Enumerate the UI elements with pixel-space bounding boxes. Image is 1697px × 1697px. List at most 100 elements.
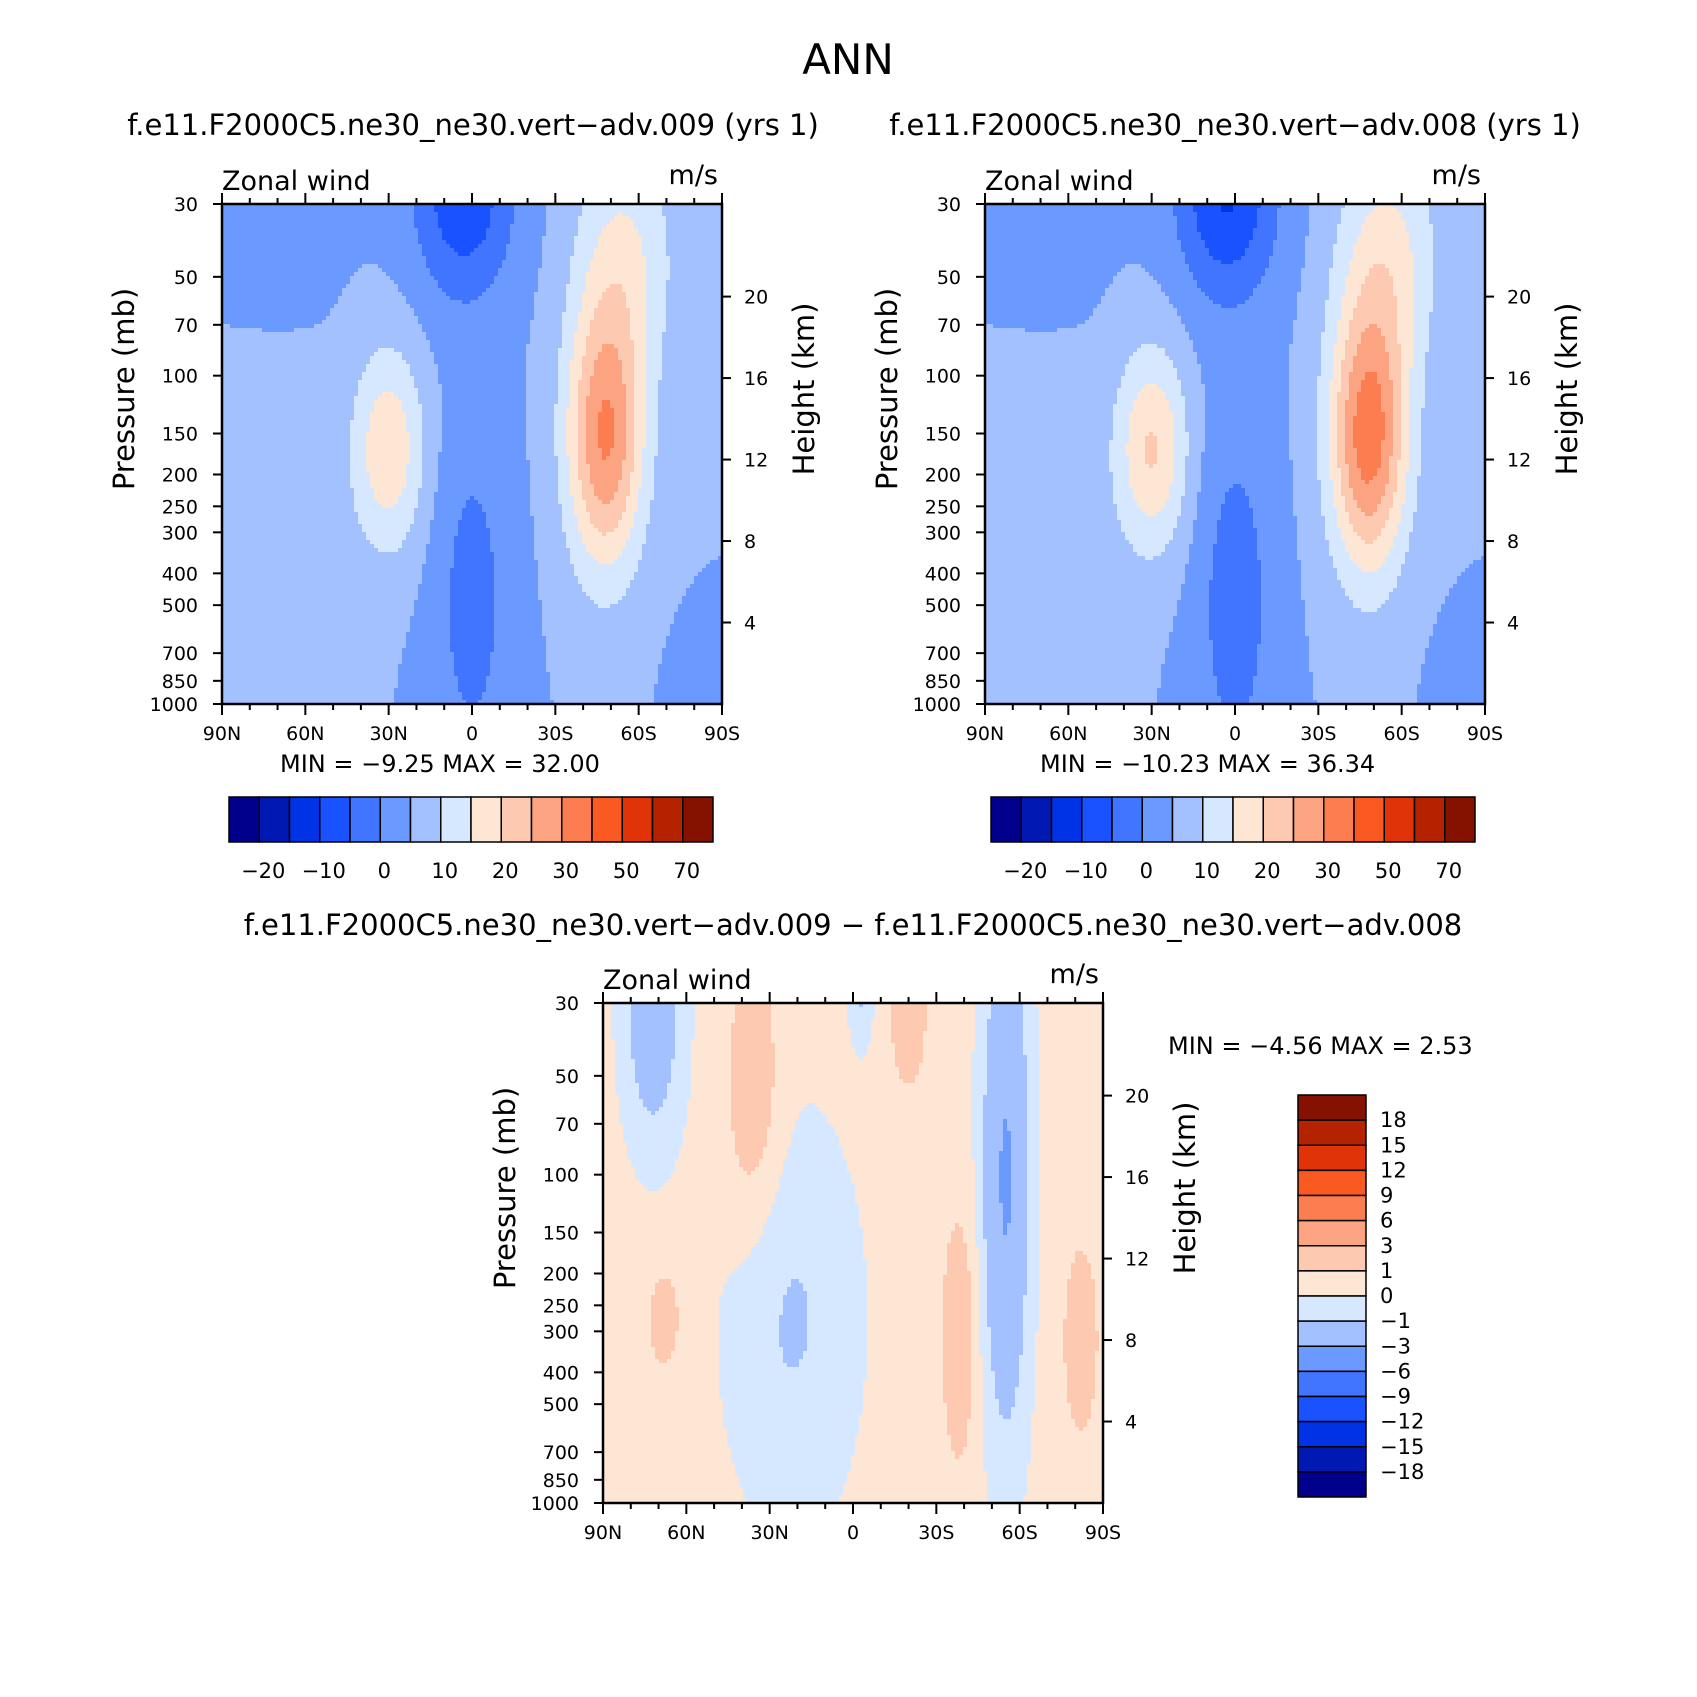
y-tick-label: 200 xyxy=(162,465,198,487)
colorbar-label: 6 xyxy=(1380,1209,1393,1233)
x-tick-label: 90N xyxy=(966,723,1004,745)
x-tick-label: 30S xyxy=(918,1522,954,1544)
colorbar-box xyxy=(1292,796,1325,843)
y-tick-label: 500 xyxy=(162,595,198,617)
y-tick-label: 850 xyxy=(925,671,961,693)
y2-tick-label: 8 xyxy=(1125,1330,1137,1352)
y-tick-label: 100 xyxy=(162,366,198,388)
x-tick-label: 90S xyxy=(704,723,740,745)
colorbar-box xyxy=(288,796,321,843)
panel-title: f.e11.F2000C5.ne30_ne30.vert−adv.009 (yr… xyxy=(127,108,819,142)
y2-tick-label: 8 xyxy=(744,531,756,553)
colorbar-label: 50 xyxy=(613,859,640,883)
y-tick-label: 300 xyxy=(925,522,961,544)
y-tick-label: 30 xyxy=(174,194,198,216)
y2-tick-label: 12 xyxy=(744,450,768,472)
y-tick-label: 500 xyxy=(543,1394,579,1416)
colorbar-label: 30 xyxy=(1314,859,1341,883)
panels: 3050701001502002503004005007008501000201… xyxy=(107,108,1584,1544)
colorbar-box xyxy=(379,796,412,843)
figure-title: ANN xyxy=(802,35,894,84)
y2-tick-label: 12 xyxy=(1507,450,1531,472)
colorbar-box xyxy=(1297,1345,1367,1373)
y-tick-label: 1000 xyxy=(150,694,198,716)
x-tick-label: 90S xyxy=(1467,723,1503,745)
x-tick-label: 0 xyxy=(847,1522,859,1544)
x-tick-label: 60S xyxy=(1002,1522,1038,1544)
y-tick-label: 30 xyxy=(937,194,961,216)
colorbar-label: −12 xyxy=(1380,1410,1424,1434)
colorbar-label: 70 xyxy=(1435,859,1462,883)
colorbar-box xyxy=(1297,1094,1367,1121)
colorbar-label: 0 xyxy=(1140,859,1153,883)
y2-tick-label: 4 xyxy=(744,613,756,635)
x-tick-label: 60N xyxy=(667,1522,705,1544)
y-tick-label: 300 xyxy=(543,1321,579,1343)
colorbar-label: −9 xyxy=(1380,1385,1411,1409)
colorbar-box xyxy=(1050,796,1083,843)
colorbar-box xyxy=(1297,1144,1367,1172)
y-tick-label: 400 xyxy=(925,563,961,585)
colorbar-box xyxy=(1297,1446,1367,1473)
x-tick-label: 0 xyxy=(1229,723,1241,745)
min-max-label: MIN = −4.56 MAX = 2.53 xyxy=(1168,1032,1473,1060)
y-tick-label: 400 xyxy=(543,1362,579,1384)
colorbar-box xyxy=(1297,1471,1367,1498)
units-label: m/s xyxy=(1050,959,1099,990)
y-tick-label: 30 xyxy=(555,993,579,1015)
units-label: m/s xyxy=(669,160,718,191)
y-tick-label: 200 xyxy=(925,465,961,487)
y-tick-label: 100 xyxy=(543,1165,579,1187)
y2-tick-label: 16 xyxy=(744,368,768,390)
colorbar-label: −20 xyxy=(1003,859,1047,883)
colorbar-box xyxy=(1297,1370,1367,1398)
colorbar-label: 0 xyxy=(1380,1284,1393,1308)
colorbar-label: −10 xyxy=(1064,859,1108,883)
colorbar-label: 10 xyxy=(1193,859,1220,883)
y-tick-label: 1000 xyxy=(913,694,961,716)
colorbar-label: −3 xyxy=(1380,1334,1411,1358)
colorbar-box xyxy=(591,796,623,843)
y-tick-label: 850 xyxy=(543,1470,579,1492)
colorbar-box xyxy=(1020,796,1053,843)
colorbar-box xyxy=(1413,796,1446,843)
y-tick-label: 50 xyxy=(174,267,198,289)
colorbar-label: −6 xyxy=(1380,1359,1411,1383)
y2-tick-label: 20 xyxy=(744,287,768,309)
colorbar-label: 20 xyxy=(492,859,519,883)
x-tick-label: 90S xyxy=(1085,1522,1121,1544)
y2-tick-label: 16 xyxy=(1125,1167,1149,1189)
colorbar-label: 3 xyxy=(1380,1234,1393,1258)
colorbar-label: 10 xyxy=(431,859,458,883)
colorbar-box xyxy=(1141,796,1174,843)
colorbar-label: −1 xyxy=(1380,1309,1411,1333)
colorbar-box xyxy=(1202,796,1234,843)
y2-tick-label: 12 xyxy=(1125,1249,1149,1271)
x-tick-label: 0 xyxy=(466,723,478,745)
y-tick-label: 500 xyxy=(925,595,961,617)
colorbar-box xyxy=(1081,796,1113,843)
y2-axis-title: Height (km) xyxy=(787,303,821,476)
colorbar-box xyxy=(990,796,1022,843)
colorbar-box xyxy=(258,796,291,843)
colorbar-box xyxy=(1232,796,1264,843)
y-tick-label: 50 xyxy=(555,1066,579,1088)
colorbar-box xyxy=(470,796,502,843)
field-panel-1 xyxy=(222,204,723,705)
colorbar-label: 12 xyxy=(1380,1158,1407,1182)
y-tick-label: 150 xyxy=(162,423,198,445)
x-tick-label: 30N xyxy=(369,723,407,745)
y-tick-label: 70 xyxy=(937,315,961,337)
variable-label: Zonal wind xyxy=(985,166,1134,197)
colorbar-box xyxy=(561,796,593,843)
y-tick-label: 150 xyxy=(543,1222,579,1244)
colorbar-box xyxy=(319,796,351,843)
colorbar-label: −15 xyxy=(1380,1435,1424,1459)
y-tick-label: 200 xyxy=(543,1264,579,1286)
colorbar-box xyxy=(1297,1219,1367,1247)
y2-tick-label: 8 xyxy=(1507,531,1519,553)
colorbar-box xyxy=(1297,1270,1367,1297)
y-tick-label: 250 xyxy=(925,496,961,518)
colorbar-box xyxy=(1297,1119,1367,1146)
colorbar: −20 −10 0 10 20 30 50 70 xyxy=(990,796,1476,883)
